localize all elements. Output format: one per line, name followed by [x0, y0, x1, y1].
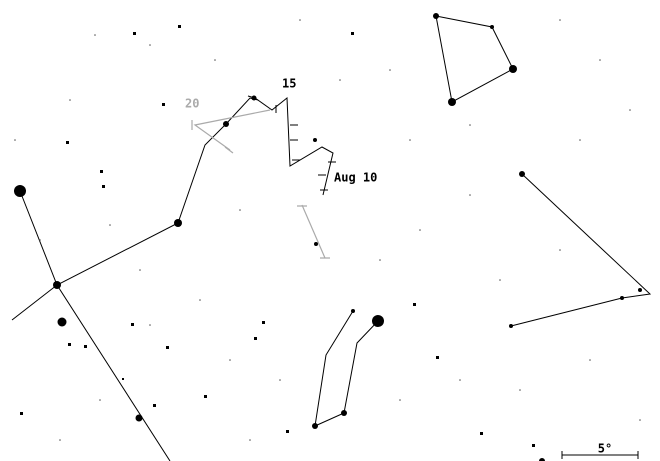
faint-star [69, 99, 71, 101]
star [341, 410, 347, 416]
star [436, 356, 439, 359]
faint-star [339, 79, 341, 81]
star [178, 25, 181, 28]
faint-star [599, 59, 601, 61]
faint-star [59, 439, 61, 441]
constellation-line [510, 173, 652, 327]
star [490, 25, 494, 29]
star [539, 458, 545, 461]
scale-bar: 5° [561, 442, 639, 459]
faint-star [639, 419, 641, 421]
star [314, 242, 318, 246]
faint-star [39, 239, 41, 241]
comet-path [191, 95, 336, 259]
star [68, 343, 71, 346]
faint-star [559, 19, 561, 21]
faint-star [249, 439, 251, 441]
faint-star [399, 399, 401, 401]
star [135, 414, 143, 422]
faint-star [459, 379, 461, 381]
faint-star [389, 69, 391, 71]
comet-tail [193, 109, 271, 151]
star [53, 281, 61, 289]
star [100, 170, 103, 173]
star [251, 95, 257, 101]
star [153, 404, 156, 407]
faint-star [589, 359, 591, 361]
star [20, 412, 23, 415]
faint-star [199, 299, 201, 301]
comet-ticks [275, 105, 336, 191]
star [66, 141, 69, 144]
faint-star [519, 389, 521, 391]
scale-label: 5° [598, 442, 612, 456]
date-label: 20 [185, 97, 199, 111]
comet-tail-ends [191, 120, 234, 154]
faint-star [229, 359, 231, 361]
faint-star [99, 399, 101, 401]
faint-star [214, 59, 216, 61]
star [448, 98, 456, 106]
faint-star [379, 259, 381, 261]
star [509, 324, 513, 328]
star [14, 185, 26, 197]
star [532, 444, 535, 447]
faint-star [139, 269, 141, 271]
star [351, 32, 354, 35]
faint-star [559, 249, 561, 251]
star [122, 378, 124, 380]
star [254, 337, 257, 340]
faint-star [579, 139, 581, 141]
faint-star [239, 209, 241, 211]
comet-track [247, 95, 334, 196]
star [166, 346, 169, 349]
faint-star [629, 109, 631, 111]
constellation-line [314, 310, 379, 427]
star [351, 309, 355, 313]
star [372, 315, 384, 327]
star [312, 423, 318, 429]
star [204, 395, 207, 398]
star [133, 32, 136, 35]
star [433, 13, 439, 19]
comet-tail [301, 204, 326, 259]
faint-star [299, 19, 301, 21]
star [313, 138, 317, 142]
star [286, 430, 289, 433]
date-label: 15 [282, 77, 296, 91]
faint-star [109, 224, 111, 226]
star [57, 317, 67, 327]
comet-tail-ends [297, 205, 330, 259]
scale-line [561, 451, 639, 459]
star [413, 303, 416, 306]
star [223, 121, 229, 127]
star [102, 185, 105, 188]
faint-stars [14, 19, 641, 441]
faint-star [149, 44, 151, 46]
star [620, 296, 624, 300]
faint-star [94, 34, 96, 36]
date-label: Aug 10 [334, 171, 377, 185]
star [480, 432, 483, 435]
star [131, 323, 134, 326]
faint-star [149, 324, 151, 326]
faint-star [469, 194, 471, 196]
faint-star [409, 139, 411, 141]
faint-star [469, 124, 471, 126]
stars [14, 13, 642, 461]
star [162, 103, 165, 106]
star [84, 345, 87, 348]
faint-star [279, 379, 281, 381]
faint-star [14, 139, 16, 141]
faint-star [499, 279, 501, 281]
star [262, 321, 265, 324]
faint-star [419, 229, 421, 231]
star [519, 171, 525, 177]
star [174, 219, 182, 227]
star [509, 65, 517, 73]
star [638, 288, 642, 292]
